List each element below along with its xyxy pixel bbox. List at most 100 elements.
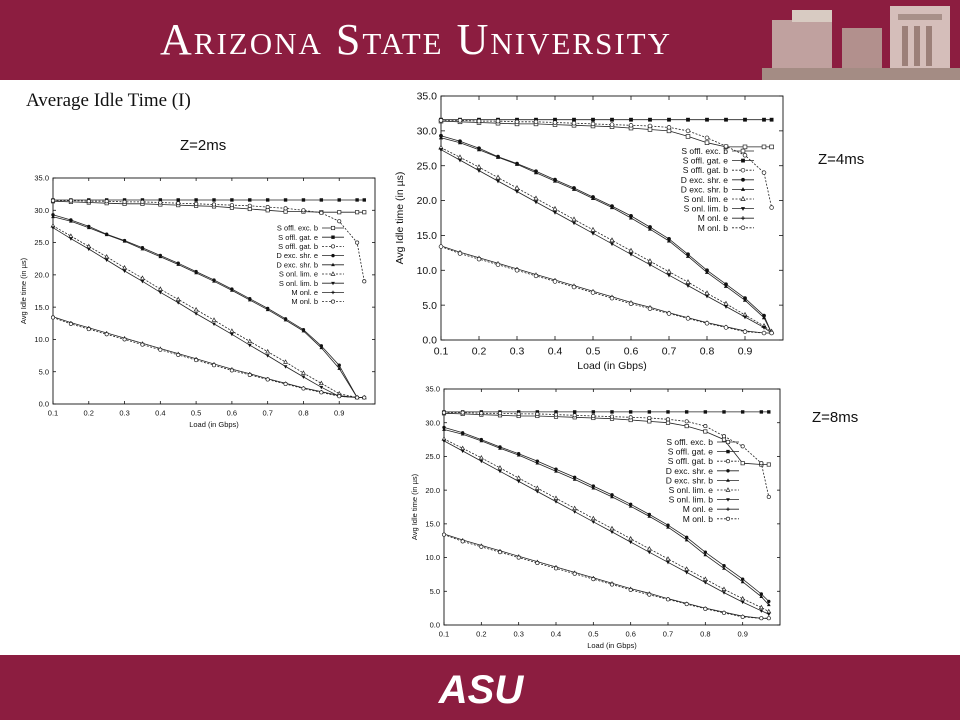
data-point <box>761 325 767 330</box>
data-point <box>552 279 558 284</box>
data-point <box>666 311 672 316</box>
data-point <box>740 410 745 414</box>
data-point <box>572 510 577 514</box>
data-point <box>722 591 726 595</box>
data-point <box>553 495 559 500</box>
data-point <box>86 243 92 249</box>
data-point <box>337 198 341 202</box>
data-point <box>68 321 73 326</box>
x-tick-label: 0.1 <box>439 630 449 639</box>
data-point <box>684 419 689 424</box>
data-point <box>704 290 710 296</box>
data-point <box>265 348 271 354</box>
data-point <box>176 262 181 266</box>
data-point <box>759 609 764 613</box>
data-point <box>572 477 577 481</box>
data-point <box>628 415 633 420</box>
data-point <box>514 268 520 273</box>
data-point <box>722 566 726 570</box>
series-line-1 <box>52 200 365 213</box>
chart-1: 0.0 5.0 10.0 15.0 20.0 25.0 30.0 35.0 0.1 0.2 0.3 0… <box>19 174 376 429</box>
data-point <box>591 486 596 490</box>
x-tick-label: 0.8 <box>700 346 715 358</box>
data-point <box>247 298 252 302</box>
data-point <box>704 140 710 145</box>
y-tick-label: 30.0 <box>417 126 438 138</box>
data-point <box>628 540 633 545</box>
data-point <box>610 410 614 414</box>
data-point <box>497 550 503 555</box>
data-point <box>703 550 708 554</box>
data-point <box>479 544 484 549</box>
data-point <box>703 581 708 585</box>
y-tick-label: 20.0 <box>34 270 49 279</box>
data-point <box>705 117 709 122</box>
data-point <box>265 198 270 202</box>
data-point <box>766 494 771 499</box>
data-point <box>647 410 652 414</box>
data-point <box>230 198 234 202</box>
data-point <box>703 606 708 611</box>
y-tick-label: 0.0 <box>430 621 440 630</box>
data-point <box>721 434 727 439</box>
data-point <box>628 535 634 541</box>
y-tick-label: 35.0 <box>417 91 438 103</box>
data-point <box>355 240 360 245</box>
data-point <box>265 205 270 210</box>
data-point <box>476 256 482 262</box>
legend-marker <box>330 225 336 231</box>
data-point <box>684 424 689 429</box>
data-point <box>158 290 163 295</box>
data-point <box>766 462 771 467</box>
data-point <box>723 143 729 149</box>
data-point <box>140 199 145 204</box>
data-point <box>609 414 615 419</box>
data-point <box>516 475 522 480</box>
data-point <box>721 586 727 591</box>
x-tick-label: 0.3 <box>513 630 523 639</box>
data-point <box>667 117 671 122</box>
data-point <box>104 232 109 237</box>
x-tick-label: 0.6 <box>624 346 639 358</box>
x-axis-label: Load (in Gbps) <box>577 360 646 372</box>
data-point <box>495 179 501 184</box>
data-point <box>460 449 465 454</box>
data-point <box>301 375 306 379</box>
y-axis-label: Avg Idle time (in µs) <box>410 473 419 540</box>
data-point <box>646 546 652 551</box>
legend-marker <box>726 449 730 454</box>
x-tick-label: 0.2 <box>84 409 94 418</box>
data-point <box>176 301 181 305</box>
data-point <box>51 226 55 230</box>
series-line-3 <box>444 412 770 497</box>
data-point <box>767 599 771 604</box>
x-tick-label: 0.4 <box>155 409 165 418</box>
data-point <box>176 198 180 202</box>
data-point <box>69 237 73 241</box>
x-tick-label: 0.8 <box>700 630 710 639</box>
data-point <box>283 206 288 211</box>
data-point <box>104 332 109 337</box>
y-tick-label: 15.0 <box>34 303 49 312</box>
series-line-5 <box>443 429 770 606</box>
data-point <box>212 279 216 283</box>
y-tick-label: 5.0 <box>430 587 440 596</box>
data-point <box>175 296 181 302</box>
data-point <box>666 238 672 243</box>
y-tick-label: 15.0 <box>417 230 438 242</box>
x-tick-label: 0.7 <box>663 630 673 639</box>
data-point <box>283 318 288 322</box>
data-point <box>665 597 671 602</box>
data-point <box>194 358 199 363</box>
data-point <box>194 198 198 202</box>
data-point <box>766 616 771 621</box>
data-point <box>247 338 253 344</box>
data-point <box>740 579 745 584</box>
data-point <box>337 363 341 367</box>
data-point <box>301 208 306 213</box>
legend-label: S offl. gat. e <box>278 233 318 242</box>
data-point <box>647 514 652 518</box>
legend-marker <box>726 469 730 473</box>
data-point <box>666 268 672 274</box>
data-point <box>766 602 771 607</box>
